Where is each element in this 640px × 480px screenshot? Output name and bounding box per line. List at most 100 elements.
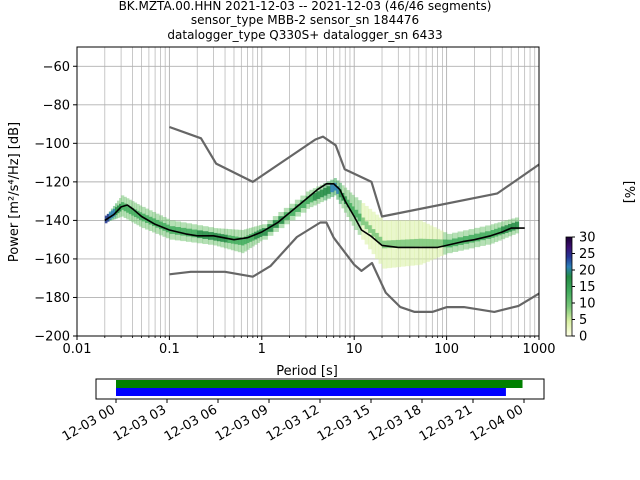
density-core	[294, 204, 301, 212]
density-core	[361, 217, 366, 226]
density-core	[316, 191, 321, 199]
coverage-tick-label: 12-03 06	[162, 402, 220, 444]
y-axis-label: Power [m²/s⁴/Hz] [dB]	[7, 122, 22, 262]
ppsd-plot-area: 0.01 0.1 1 10 100 1000 −200 −180 −160 −140 −120 −1…	[34, 46, 556, 357]
density-core	[425, 238, 430, 247]
density-core	[180, 227, 187, 236]
density-core	[112, 208, 116, 217]
density-core	[422, 238, 427, 247]
series-lines	[104, 125, 540, 313]
y-tick-label: −160	[34, 252, 70, 267]
density-core	[162, 223, 167, 231]
density-core	[436, 239, 441, 248]
density-core	[133, 209, 138, 218]
y-tick-label: −140	[34, 214, 70, 229]
density-core	[155, 219, 160, 228]
density-core	[501, 226, 506, 235]
y-tick-label: −100	[34, 137, 70, 152]
density-core	[158, 221, 164, 230]
density-core	[452, 238, 459, 247]
y-tick-label: −80	[43, 98, 70, 113]
density-core	[443, 239, 448, 248]
mean-line	[104, 183, 525, 249]
x-tick-label: 1000	[522, 342, 555, 357]
density-core	[391, 240, 397, 248]
x-axis-label: Period [s]	[276, 364, 338, 379]
density-core	[323, 187, 328, 196]
density-core	[283, 212, 290, 220]
coverage-tick-label: 12-03 03	[111, 402, 169, 444]
plot-grid	[76, 47, 539, 337]
density-core	[254, 231, 258, 240]
colorbar-tick-label: 0	[579, 330, 587, 345]
density-core	[312, 192, 317, 201]
colorbar-tick-label: 10	[579, 297, 596, 312]
density-core	[165, 224, 170, 233]
density-core	[346, 199, 350, 208]
density-core	[243, 236, 248, 245]
x-tick-label: 1	[258, 342, 266, 357]
density-core	[185, 228, 193, 237]
density-core	[148, 216, 153, 225]
coverage-tick-label: 12-03 21	[417, 402, 475, 444]
density-core	[368, 225, 373, 233]
density-core	[490, 230, 495, 238]
plot-frame	[76, 46, 540, 337]
density-core	[131, 207, 135, 216]
density-core	[300, 200, 307, 208]
density-core	[174, 227, 182, 235]
y-tick-label: −180	[34, 291, 70, 306]
density-core	[246, 235, 250, 244]
x-tick-label: 10	[346, 342, 363, 357]
density-core	[504, 225, 509, 233]
density-core	[191, 229, 198, 238]
x-tick-label: 0.1	[159, 342, 180, 357]
density-core	[333, 182, 337, 191]
density-core	[110, 210, 114, 219]
density-core	[463, 236, 470, 244]
title-line-2: sensor_type MBB-2 sensor_sn 184476	[191, 13, 419, 27]
density-core	[364, 221, 369, 230]
density-core	[256, 230, 260, 239]
title-line-3: datalogger_type Q330S+ datalogger_sn 643…	[167, 28, 442, 42]
density-core	[439, 239, 444, 248]
density-core	[446, 239, 453, 248]
coverage-tick-label: 12-03 00	[60, 402, 118, 444]
density-core	[378, 236, 383, 245]
density-core	[349, 203, 353, 211]
density-core	[354, 209, 359, 218]
density-core	[432, 239, 437, 247]
colorbar-tick-label: 20	[579, 264, 596, 279]
density-core	[418, 238, 423, 247]
density-core	[494, 228, 499, 237]
density-core	[289, 208, 296, 216]
density-core	[414, 238, 420, 247]
density-core	[309, 194, 314, 203]
density-core	[371, 229, 376, 237]
density-core	[457, 237, 464, 245]
colorbar-tick-label: 15	[579, 280, 596, 295]
density-core	[319, 189, 324, 198]
density-core	[351, 206, 355, 215]
density-core	[196, 230, 204, 239]
density-core	[136, 210, 140, 219]
coverage-bar	[116, 380, 523, 388]
coverage-bars	[116, 380, 523, 396]
density-core	[248, 234, 253, 242]
coverage-tick-label: 12-03 09	[213, 402, 271, 444]
density-core	[152, 218, 157, 227]
noise-model-high-line	[169, 125, 540, 218]
coverage-tick-label: 12-04 00	[468, 402, 526, 444]
density-core	[400, 239, 406, 248]
density-core	[468, 234, 475, 243]
noise-model-low-line	[169, 221, 540, 313]
x-tick-label: 100	[434, 342, 459, 357]
density-core	[479, 232, 486, 241]
coverage-tick-label: 12-03 18	[366, 402, 424, 444]
density-core	[338, 189, 342, 198]
density-core	[261, 228, 268, 236]
density-core	[251, 232, 255, 241]
